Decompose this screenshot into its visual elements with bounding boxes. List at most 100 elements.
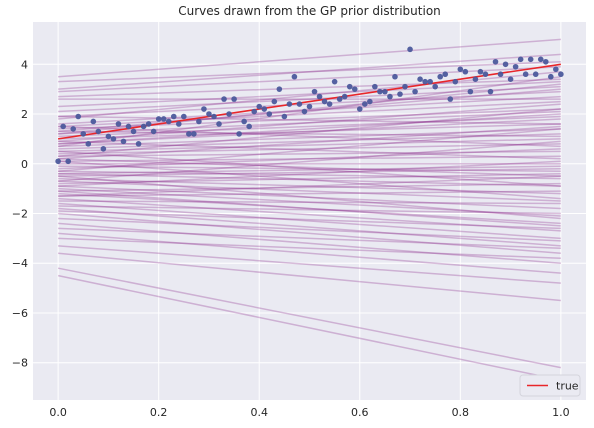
data-point-84 [477, 68, 484, 75]
prior-curve-16 [58, 118, 561, 145]
data-point-6 [85, 141, 92, 147]
data-point-92 [517, 56, 524, 63]
y-tick-label-4: 0 [21, 158, 28, 171]
prior-curve-36 [58, 192, 561, 225]
data-point-67 [392, 73, 398, 80]
data-point-2 [65, 158, 71, 165]
data-point-9 [100, 146, 107, 152]
data-point-42 [266, 111, 273, 117]
prior-curve-42 [58, 207, 561, 247]
data-point-35 [231, 96, 237, 102]
data-points [55, 46, 564, 165]
data-point-75 [432, 83, 438, 90]
data-point-21 [160, 116, 167, 122]
prior-curve-2 [58, 66, 561, 93]
prior-curve-3 [58, 78, 561, 98]
prior-curve-41 [58, 205, 561, 215]
prior-curve-48 [58, 232, 561, 274]
legend: true [519, 374, 581, 397]
y-tick-label-5: 2 [21, 108, 28, 121]
prior-curve-47 [58, 227, 561, 250]
data-point-33 [221, 96, 227, 102]
prior-curve-31 [58, 180, 561, 202]
data-point-28 [196, 118, 202, 125]
y-tick-label-1: −6 [12, 307, 28, 320]
prior-curve-50 [58, 245, 561, 284]
data-point-47 [291, 73, 298, 80]
data-point-79 [452, 78, 459, 85]
data-point-59 [351, 86, 358, 92]
data-point-40 [256, 103, 263, 110]
prior-curve-46 [58, 222, 561, 264]
data-point-86 [487, 88, 494, 95]
data-point-43 [271, 98, 278, 105]
data-point-41 [261, 106, 268, 112]
prior-curve-51 [58, 252, 561, 302]
data-point-98 [548, 73, 554, 80]
data-point-10 [105, 133, 112, 140]
prior-curve-69 [58, 158, 561, 177]
prior-curve-59 [58, 140, 561, 160]
data-point-66 [387, 93, 393, 100]
data-point-38 [246, 123, 252, 130]
prior-curve-62 [58, 160, 561, 200]
data-point-48 [296, 101, 303, 107]
data-point-18 [145, 121, 152, 127]
prior-curve-45 [58, 217, 561, 242]
data-point-34 [226, 111, 232, 117]
data-point-70 [407, 46, 413, 53]
prior-curve-33 [58, 185, 561, 210]
x-axis: 0.0 0.2 0.4 0.6 0.8 1.0 [49, 406, 569, 419]
data-point-72 [417, 76, 423, 82]
prior-curve-30 [58, 177, 561, 195]
x-tick-label-2: 0.4 [250, 406, 268, 419]
y-tick-label-3: −2 [12, 207, 28, 220]
prior-curve-40 [58, 202, 561, 240]
data-point-64 [377, 88, 383, 95]
data-point-81 [462, 68, 469, 75]
prior-curve-57 [58, 140, 561, 182]
y-tick-label-0: −8 [12, 357, 28, 370]
y-axis: −8 −6 −4 −2 0 2 4 [12, 58, 28, 369]
prior-curve-14 [58, 123, 561, 140]
plot-area [33, 22, 586, 400]
grid [33, 22, 586, 400]
data-point-25 [181, 113, 187, 120]
data-point-51 [311, 88, 318, 95]
data-point-77 [442, 71, 449, 78]
prior-curve-32 [58, 172, 561, 185]
data-point-69 [402, 83, 408, 90]
data-point-76 [437, 73, 444, 80]
data-point-3 [70, 126, 77, 132]
data-point-29 [201, 106, 207, 112]
data-point-5 [80, 131, 87, 137]
data-point-11 [110, 136, 117, 142]
prior-curve-68 [58, 160, 561, 187]
prior-curve-55 [58, 108, 561, 158]
data-point-1 [60, 123, 66, 130]
prior-curve-22 [58, 125, 561, 160]
prior-curve-28 [58, 172, 561, 187]
prior-curve-35 [58, 182, 561, 192]
prior-curve-60 [58, 125, 561, 148]
data-point-39 [251, 108, 257, 115]
data-point-36 [236, 131, 242, 137]
data-point-14 [125, 123, 132, 130]
data-point-87 [492, 58, 499, 65]
data-point-4 [75, 113, 82, 120]
data-point-68 [397, 91, 403, 97]
prior-curve-29 [58, 167, 561, 177]
data-point-20 [155, 116, 162, 122]
data-point-53 [321, 98, 328, 105]
data-point-44 [276, 86, 283, 92]
legend-box [519, 374, 581, 397]
legend-label-true: true [556, 380, 579, 393]
prior-curve-43 [58, 210, 561, 230]
data-point-61 [362, 101, 368, 107]
data-point-37 [241, 118, 247, 125]
data-point-60 [356, 106, 363, 112]
prior-curve-13 [58, 115, 561, 138]
prior-curve-27 [58, 170, 561, 180]
prior-curve-39 [58, 200, 561, 205]
